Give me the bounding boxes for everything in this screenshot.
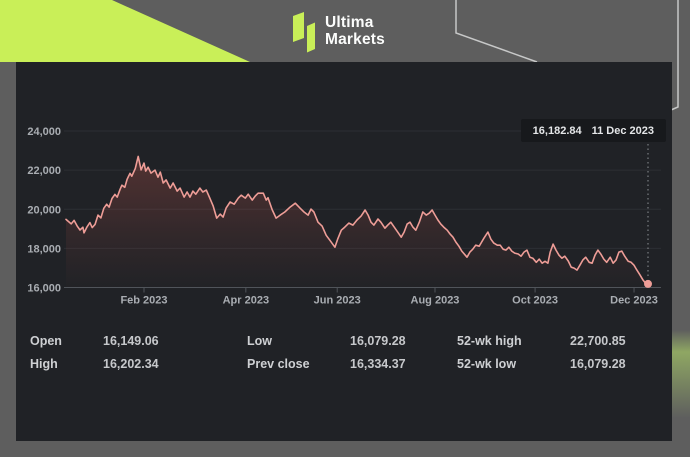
decor-lime-wedge	[0, 0, 250, 62]
decor-green-strip	[671, 330, 690, 418]
last-price-value: 16,182.84	[532, 124, 582, 137]
stat-open-label: Open	[30, 334, 62, 348]
last-price-date: 11 Dec 2023	[591, 124, 654, 137]
stat-high-value: 16,202.34	[103, 357, 159, 371]
stat-open-value: 16,149.06	[103, 334, 159, 348]
stat-52wk-low-value: 16,079.28	[570, 357, 626, 371]
stat-prev-close-label: Prev close	[247, 357, 310, 371]
last-price-label: 16,182.84 11 Dec 2023	[520, 119, 666, 142]
brand-logo-mark-icon	[293, 12, 315, 53]
brand-name-line1: Ultima	[325, 14, 374, 31]
stat-52wk-high-label: 52-wk high	[457, 334, 522, 348]
stat-low-label: Low	[247, 334, 272, 348]
brand-logo: Ultima Markets	[292, 11, 385, 54]
brand-name-line2: Markets	[325, 30, 385, 48]
stat-52wk-low-label: 52-wk low	[457, 357, 517, 371]
stat-high-label: High	[30, 357, 58, 371]
decor-outline-right	[670, 0, 679, 111]
brand-name: Ultima Markets	[325, 14, 385, 48]
stat-52wk-high-value: 22,700.85	[570, 334, 626, 348]
stat-low-value: 16,079.28	[350, 334, 406, 348]
decor-outline-left	[455, 0, 538, 63]
stat-prev-close-value: 16,334.37	[350, 357, 406, 371]
